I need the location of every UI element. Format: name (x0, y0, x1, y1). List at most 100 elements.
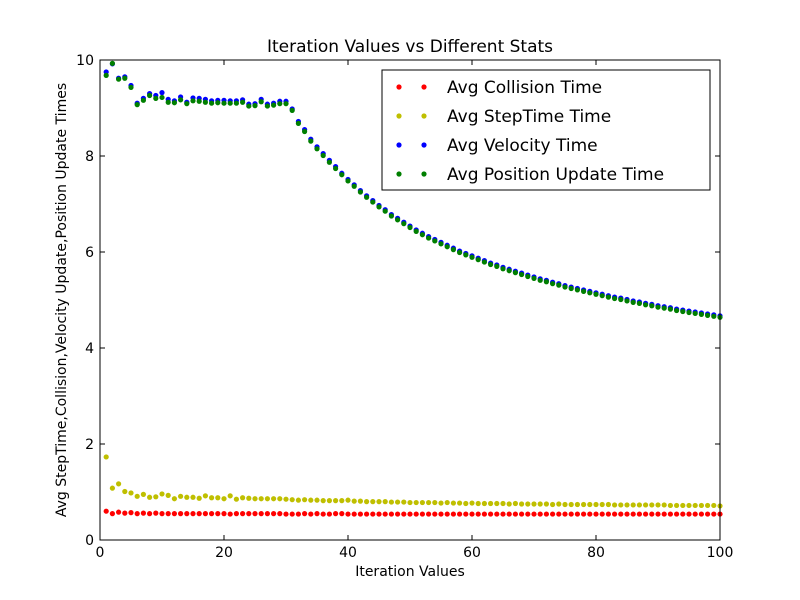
data-point (419, 499, 425, 506)
data-point (537, 511, 543, 517)
data-point (407, 499, 413, 506)
data-point (556, 501, 562, 507)
data-point (419, 511, 425, 517)
data-point (240, 99, 246, 105)
data-point (494, 500, 500, 507)
data-point (457, 511, 463, 517)
data-point (140, 97, 146, 103)
data-point (457, 500, 463, 506)
data-point (556, 511, 562, 517)
data-point (543, 501, 550, 507)
data-point (636, 300, 643, 306)
data-point (649, 502, 655, 508)
data-point (581, 511, 587, 517)
data-point (258, 496, 264, 502)
data-point (624, 511, 630, 517)
data-point (698, 311, 705, 317)
data-point (475, 500, 481, 507)
data-point (333, 510, 339, 517)
data-point (388, 511, 394, 517)
data-point (314, 497, 320, 503)
data-point (271, 510, 277, 517)
data-point (531, 511, 537, 517)
data-point (171, 496, 177, 502)
x-axis-label: Iteration Values (355, 564, 465, 580)
data-point (680, 308, 686, 315)
data-point (649, 303, 655, 309)
legend-marker (396, 84, 402, 90)
series-0 (103, 508, 723, 517)
data-point (351, 183, 357, 189)
data-point (494, 511, 500, 517)
data-point (215, 100, 221, 106)
data-point (103, 454, 109, 460)
data-point (711, 313, 717, 319)
data-point (711, 502, 717, 509)
data-point (395, 217, 401, 223)
data-points (103, 60, 723, 517)
legend-entry: Avg Velocity Time (396, 136, 598, 156)
data-point (643, 302, 649, 308)
data-point (612, 295, 618, 302)
data-point (605, 294, 612, 300)
data-point (556, 282, 562, 288)
data-point (413, 228, 419, 234)
legend-label: Avg Velocity Time (447, 136, 598, 156)
data-point (450, 247, 456, 253)
data-point (221, 100, 227, 106)
data-point (339, 498, 345, 504)
data-point (227, 511, 233, 517)
data-point (655, 502, 661, 508)
data-point (432, 499, 438, 506)
data-point (426, 499, 432, 506)
data-point (630, 511, 636, 517)
data-point (190, 494, 196, 500)
data-point (519, 501, 525, 507)
data-point (302, 128, 308, 135)
data-point (686, 309, 692, 316)
data-point (568, 501, 574, 508)
data-point (444, 499, 450, 506)
data-point (661, 511, 667, 517)
data-point (103, 72, 109, 78)
data-point (612, 502, 618, 508)
data-point (661, 305, 667, 311)
data-point (233, 510, 239, 517)
data-point (190, 98, 196, 104)
data-point (643, 511, 649, 517)
data-point (134, 493, 140, 499)
data-point (574, 287, 581, 293)
data-point (289, 497, 295, 503)
data-point (512, 511, 519, 517)
data-point (599, 501, 605, 508)
data-point (469, 254, 475, 260)
data-point (500, 266, 506, 272)
data-point (624, 298, 630, 304)
data-point (184, 510, 190, 517)
data-point (432, 238, 438, 244)
data-point (122, 75, 128, 81)
legend-box (381, 69, 711, 191)
data-point (171, 100, 177, 106)
data-point (227, 493, 233, 499)
data-point (159, 94, 165, 101)
data-point (568, 285, 574, 292)
data-point (705, 502, 711, 509)
data-point (116, 481, 122, 487)
data-point (618, 511, 624, 517)
plot-frame (99, 59, 721, 541)
data-point (581, 501, 587, 508)
legend-label: Avg Position Update Time (447, 165, 664, 185)
data-point (159, 491, 165, 497)
data-point (277, 101, 283, 107)
legend-marker (421, 84, 427, 90)
data-point (382, 511, 388, 517)
data-point (444, 511, 450, 517)
data-point (388, 499, 394, 505)
data-point (314, 146, 320, 152)
data-point (655, 511, 661, 517)
data-point (618, 502, 624, 508)
data-point (382, 208, 388, 214)
x-tick-label: 0 (96, 545, 105, 561)
legend-entry: Avg Position Update Time (396, 165, 664, 185)
